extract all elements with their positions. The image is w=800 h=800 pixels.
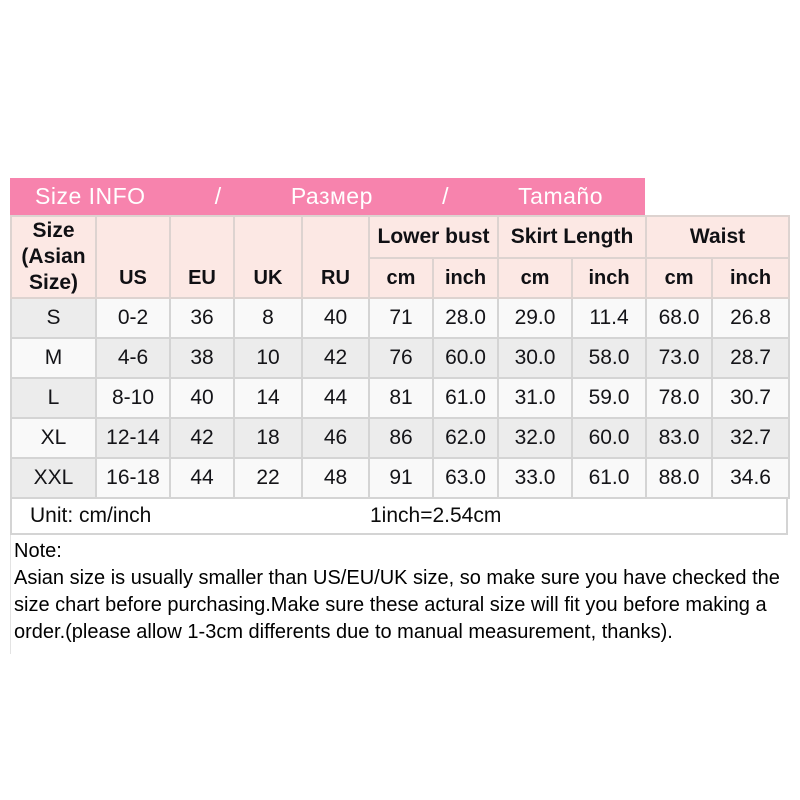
- header-size-asian: Size (Asian Size): [10, 215, 97, 299]
- table-cell: 59.0: [571, 377, 648, 419]
- table-cell: 0-2: [95, 297, 171, 339]
- table-cell: 40: [169, 377, 235, 419]
- table-cell: 26.8: [711, 297, 791, 339]
- row-s: S 0-2 36 8 40 71 28.0 29.0 11.4 68.0 26.…: [10, 297, 791, 339]
- header-us: US: [95, 215, 171, 299]
- unit-label: Unit: cm/inch: [30, 504, 152, 527]
- table-cell: 34.6: [711, 457, 791, 499]
- table-cell: L: [10, 377, 97, 419]
- table-cell: 58.0: [571, 337, 648, 379]
- header-uk: UK: [233, 215, 303, 299]
- table-cell: 12-14: [95, 417, 171, 459]
- note-heading: Note:: [14, 540, 62, 562]
- size-chart-content: Size INFO / Размер / Tamaño Size (Asian …: [10, 178, 791, 654]
- table-cell: 38: [169, 337, 235, 379]
- table-cell: 48: [301, 457, 370, 499]
- table-cell: 4-6: [95, 337, 171, 379]
- row-m: M 4-6 38 10 42 76 60.0 30.0 58.0 73.0 28…: [10, 337, 791, 379]
- note-section: Note: Asian size is usually smaller than…: [10, 535, 789, 654]
- table-cell: 32.7: [711, 417, 791, 459]
- table-cell: 44: [301, 377, 370, 419]
- table-cell: 11.4: [571, 297, 648, 339]
- header-size-line: Size: [32, 219, 75, 242]
- table-cell: 46: [301, 417, 370, 459]
- table-cell: 28.7: [711, 337, 791, 379]
- header-size-line: Size): [28, 271, 78, 294]
- header-waist: Waist: [645, 215, 791, 259]
- table-cell: 30.0: [497, 337, 574, 379]
- title-size-info: Size INFO: [35, 183, 146, 209]
- title-band: Size INFO / Размер / Tamaño: [10, 178, 645, 215]
- table-cell: 78.0: [645, 377, 714, 419]
- header-skirt-cm: cm: [497, 257, 574, 299]
- table-cell: 10: [233, 337, 303, 379]
- table-cell: 61.0: [571, 457, 648, 499]
- table-cell: 42: [301, 337, 370, 379]
- table-cell: M: [10, 337, 97, 379]
- table-cell: 73.0: [645, 337, 714, 379]
- note-line: size chart before purchasing.Make sure t…: [14, 594, 767, 616]
- header-ru: RU: [301, 215, 370, 299]
- table-cell: 76: [368, 337, 434, 379]
- table-cell: 31.0: [497, 377, 574, 419]
- table-cell: XL: [10, 417, 97, 459]
- table-cell: 28.0: [431, 297, 500, 339]
- title-separator-1: /: [214, 183, 222, 209]
- table-cell: 68.0: [645, 297, 714, 339]
- table-cell: 83.0: [645, 417, 714, 459]
- table-cell: 44: [169, 457, 235, 499]
- table-cell: S: [10, 297, 97, 339]
- table-cell: 62.0: [431, 417, 500, 459]
- header-size-line: (Asian: [21, 245, 86, 268]
- table-cell: 32.0: [497, 417, 574, 459]
- row-xxl: XXL 16-18 44 22 48 91 63.0 33.0 61.0 88.…: [10, 457, 791, 499]
- table-cell: 61.0: [431, 377, 500, 419]
- table-cell: 8-10: [95, 377, 171, 419]
- title-separator-2: /: [442, 183, 449, 209]
- table-cell: 81: [368, 377, 434, 419]
- table-cell: 16-18: [95, 457, 171, 499]
- table-cell: XXL: [10, 457, 97, 499]
- table-cell: 40: [301, 297, 370, 339]
- table-cell: 88.0: [645, 457, 714, 499]
- header-lower-bust: Lower bust: [367, 215, 500, 259]
- table-cell: 71: [368, 297, 434, 339]
- note-line: order.(please allow 1-3cm differents due…: [14, 621, 673, 643]
- table-cell: 14: [233, 377, 303, 419]
- header-lowerbust-inch: inch: [431, 257, 500, 299]
- table-cell: 63.0: [431, 457, 500, 499]
- row-l: L 8-10 40 14 44 81 61.0 31.0 59.0 78.0 3…: [10, 377, 791, 419]
- header-eu: EU: [169, 215, 235, 299]
- table-cell: 22: [233, 457, 303, 499]
- header-lowerbust-cm: cm: [368, 257, 434, 299]
- table-cell: 91: [368, 457, 434, 499]
- title-razmer: Размер: [290, 183, 373, 209]
- header-waist-inch: inch: [711, 257, 791, 299]
- table-cell: 18: [233, 417, 303, 459]
- row-xl: XL 12-14 42 18 46 86 62.0 32.0 60.0 83.0…: [10, 417, 791, 459]
- note-line: Asian size is usually smaller than US/EU…: [14, 567, 780, 589]
- table-cell: 60.0: [571, 417, 648, 459]
- table-cell: 86: [368, 417, 434, 459]
- size-table: Size (Asian Size) US EU UK RU Lower bust…: [10, 215, 791, 499]
- title-tamano: Tamaño: [518, 183, 603, 209]
- table-cell: 8: [233, 297, 303, 339]
- table-cell: 60.0: [431, 337, 500, 379]
- table-cell: 36: [169, 297, 235, 339]
- header-skirt-inch: inch: [571, 257, 648, 299]
- table-cell: 42: [169, 417, 235, 459]
- conversion-label: 1inch=2.54cm: [370, 504, 502, 527]
- header-waist-cm: cm: [645, 257, 714, 299]
- unit-row: Unit: cm/inch 1inch=2.54cm: [10, 499, 788, 535]
- table-cell: 29.0: [497, 297, 574, 339]
- table-cell: 33.0: [497, 457, 574, 499]
- table-cell: 30.7: [711, 377, 791, 419]
- header-skirt-length: Skirt Length: [497, 215, 648, 259]
